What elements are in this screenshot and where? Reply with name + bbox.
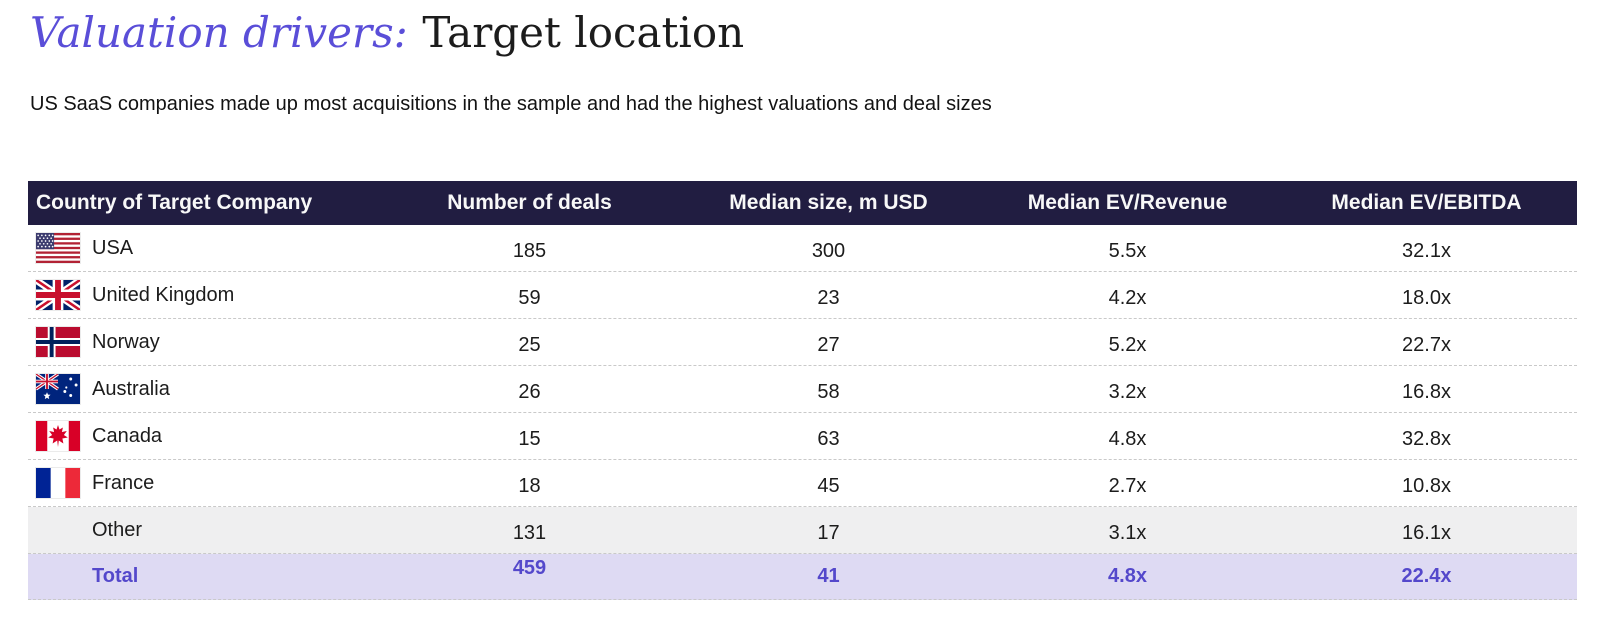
country-cell: Canada: [28, 420, 380, 452]
median-size-cell: 23: [817, 286, 840, 309]
ev-revenue-cell: 2.7x: [1108, 474, 1147, 497]
title-space: [408, 8, 423, 57]
country-label: Other: [92, 518, 143, 541]
ev-revenue-cell: 4.8x: [1108, 565, 1147, 587]
total-label: Total: [92, 565, 139, 587]
table-row-united-kingdom: United Kingdom 59 23 4.2x 18.0x: [28, 272, 1577, 319]
deals-cell: 26: [518, 380, 541, 403]
table-header-row: Country of Target Company Number of deal…: [28, 181, 1577, 225]
country-cell: Norway: [28, 326, 380, 358]
ev-revenue-cell: 3.2x: [1108, 380, 1147, 403]
ev-ebitda-cell: 18.0x: [1402, 286, 1451, 309]
country-label: Canada: [92, 424, 163, 447]
page-title: Valuation drivers: Target location: [30, 8, 744, 57]
france-flag-icon: [35, 467, 81, 499]
country-cell: Other: [28, 515, 380, 545]
usa-flag-icon: [35, 232, 81, 264]
table-row-canada: Canada 15 63 4.8x 32.8x: [28, 413, 1577, 460]
table-row-australia: Australia 26 58 3.2x 16.8x: [28, 366, 1577, 413]
country-label: USA: [92, 236, 134, 259]
deals-cell: 131: [512, 521, 547, 544]
deals-cell: 185: [512, 239, 547, 262]
deals-cell: 59: [518, 286, 541, 309]
header-number-of-deals: Number of deals: [447, 191, 612, 214]
uk-flag-icon: [35, 279, 81, 311]
table-row-other: Other 131 17 3.1x 16.1x: [28, 507, 1577, 554]
country-cell: France: [28, 467, 380, 499]
country-valuation-table: Country of Target Company Number of deal…: [28, 181, 1577, 600]
country-label: United Kingdom: [92, 283, 235, 306]
ev-revenue-cell: 5.2x: [1108, 333, 1147, 356]
country-cell: United Kingdom: [28, 279, 380, 311]
ev-revenue-cell: 4.8x: [1108, 427, 1147, 450]
page-subtitle: US SaaS companies made up most acquisiti…: [30, 93, 992, 115]
median-size-cell: 27: [817, 333, 840, 356]
ev-ebitda-cell: 22.7x: [1402, 333, 1451, 356]
ev-ebitda-cell: 32.1x: [1402, 239, 1451, 262]
header-country: Country of Target Company: [36, 191, 313, 214]
norway-flag-icon: [35, 326, 81, 358]
flag-spacer: [36, 562, 80, 592]
country-label: Australia: [92, 377, 170, 400]
ev-revenue-cell: 3.1x: [1108, 521, 1147, 544]
country-label: France: [92, 471, 155, 494]
median-size-cell: 41: [817, 565, 840, 587]
table-row-france: France 18 45 2.7x 10.8x: [28, 460, 1577, 507]
table-row-usa: USA 185 300 5.5x 32.1x: [28, 225, 1577, 272]
ev-ebitda-cell: 10.8x: [1402, 474, 1451, 497]
canada-flag-icon: [35, 420, 81, 452]
median-size-cell: 45: [817, 474, 840, 497]
header-ev-revenue: Median EV/Revenue: [1027, 191, 1228, 214]
header-ev-ebitda: Median EV/EBITDA: [1331, 191, 1522, 214]
deals-cell: 459: [512, 557, 547, 579]
ev-revenue-cell: 4.2x: [1108, 286, 1147, 309]
median-size-cell: 63: [817, 427, 840, 450]
deals-cell: 15: [518, 427, 541, 450]
country-cell: USA: [28, 232, 380, 264]
deals-cell: 25: [518, 333, 541, 356]
ev-ebitda-cell: 16.1x: [1402, 521, 1451, 544]
australia-flag-icon: [35, 373, 81, 405]
ev-revenue-cell: 5.5x: [1108, 239, 1147, 262]
table-row-norway: Norway 25 27 5.2x 22.7x: [28, 319, 1577, 366]
flag-spacer: [36, 515, 80, 545]
page-title-accent: Valuation drivers:: [30, 8, 408, 57]
ev-ebitda-cell: 16.8x: [1402, 380, 1451, 403]
median-size-cell: 17: [817, 521, 840, 544]
page-title-rest: Target location: [422, 8, 745, 57]
deals-cell: 18: [518, 474, 541, 497]
country-cell: Total: [28, 562, 380, 592]
country-label: Norway: [92, 330, 160, 353]
country-cell: Australia: [28, 373, 380, 405]
median-size-cell: 300: [811, 239, 846, 262]
median-size-cell: 58: [817, 380, 840, 403]
header-median-size: Median size, m USD: [729, 191, 928, 214]
ev-ebitda-cell: 22.4x: [1401, 565, 1452, 587]
ev-ebitda-cell: 32.8x: [1402, 427, 1451, 450]
table-row-total: Total 459 41 4.8x 22.4x: [28, 554, 1577, 600]
